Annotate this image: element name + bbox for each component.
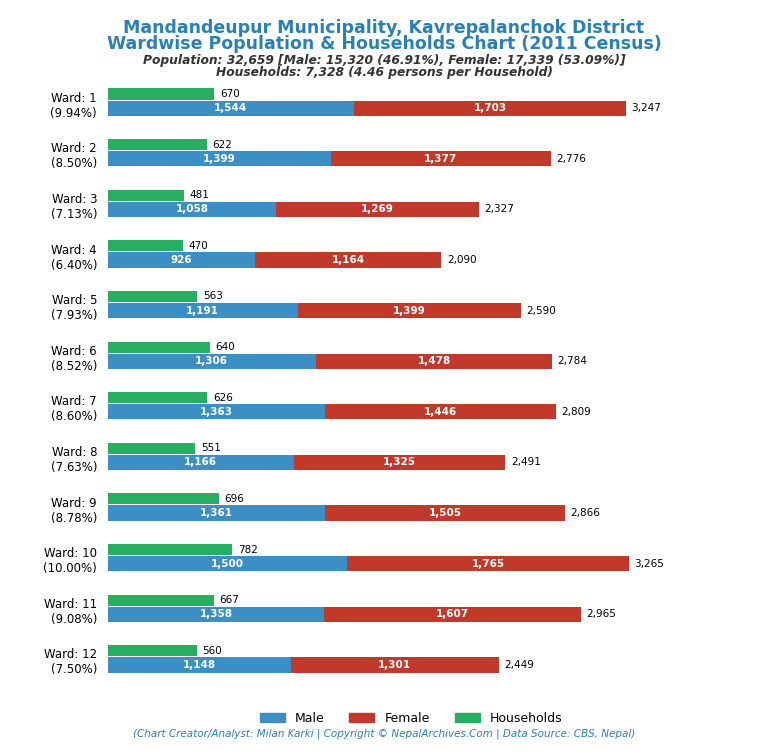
- Bar: [276, 202, 479, 217]
- Text: 1,166: 1,166: [184, 458, 217, 468]
- Text: 1,703: 1,703: [473, 103, 507, 113]
- Text: 1,500: 1,500: [210, 559, 243, 569]
- Bar: [316, 354, 552, 369]
- Bar: [108, 645, 197, 657]
- Bar: [347, 556, 629, 572]
- Text: 2,327: 2,327: [485, 204, 515, 215]
- Text: 1,505: 1,505: [429, 508, 462, 518]
- Text: 1,478: 1,478: [417, 356, 451, 366]
- Text: 1,363: 1,363: [200, 407, 233, 417]
- Text: 470: 470: [188, 241, 208, 251]
- Bar: [108, 493, 219, 505]
- Text: 1,765: 1,765: [472, 559, 505, 569]
- Text: 560: 560: [203, 646, 222, 656]
- Text: 2,491: 2,491: [511, 458, 541, 468]
- Text: 626: 626: [213, 393, 233, 403]
- Bar: [108, 202, 276, 217]
- Text: 551: 551: [201, 444, 221, 453]
- Bar: [331, 151, 551, 166]
- Text: Households: 7,328 (4.46 persons per Household): Households: 7,328 (4.46 persons per Hous…: [216, 66, 552, 78]
- Text: 481: 481: [190, 191, 210, 200]
- Bar: [293, 455, 505, 470]
- Text: Wardwise Population & Households Chart (2011 Census): Wardwise Population & Households Chart (…: [107, 35, 661, 53]
- Text: Mandandeupur Municipality, Kavrepalanchok District: Mandandeupur Municipality, Kavrepalancho…: [124, 19, 644, 37]
- Text: 1,446: 1,446: [424, 407, 457, 417]
- Bar: [298, 303, 521, 319]
- Text: 622: 622: [213, 139, 232, 150]
- Text: 1,148: 1,148: [183, 660, 216, 670]
- Bar: [354, 101, 626, 116]
- Bar: [325, 505, 565, 520]
- Bar: [256, 252, 441, 267]
- Text: 2,449: 2,449: [504, 660, 534, 670]
- Bar: [108, 544, 233, 555]
- Text: 2,809: 2,809: [561, 407, 591, 417]
- Bar: [108, 240, 183, 252]
- Bar: [108, 443, 196, 454]
- Text: 1,301: 1,301: [378, 660, 411, 670]
- Text: (Chart Creator/Analyst: Milan Karki | Copyright © NepalArchives.Com | Data Sourc: (Chart Creator/Analyst: Milan Karki | Co…: [133, 729, 635, 739]
- Bar: [291, 657, 498, 672]
- Text: 1,399: 1,399: [203, 154, 236, 164]
- Bar: [325, 404, 556, 419]
- Text: 640: 640: [215, 342, 235, 352]
- Text: 1,325: 1,325: [383, 458, 416, 468]
- Text: 1,358: 1,358: [200, 609, 233, 619]
- Bar: [108, 607, 324, 622]
- Bar: [108, 455, 293, 470]
- Bar: [108, 595, 214, 605]
- Text: 696: 696: [224, 494, 244, 504]
- Text: 926: 926: [170, 255, 192, 265]
- Text: 1,191: 1,191: [186, 306, 219, 316]
- Bar: [108, 354, 316, 369]
- Bar: [108, 303, 298, 319]
- Bar: [108, 139, 207, 150]
- Text: 670: 670: [220, 89, 240, 99]
- Text: 2,784: 2,784: [558, 356, 588, 366]
- Bar: [108, 190, 184, 201]
- Bar: [108, 392, 207, 404]
- Bar: [108, 101, 354, 116]
- Bar: [108, 88, 214, 99]
- Text: 1,544: 1,544: [214, 103, 247, 113]
- Text: 2,590: 2,590: [527, 306, 556, 316]
- Bar: [108, 342, 210, 352]
- Text: Population: 32,659 [Male: 15,320 (46.91%), Female: 17,339 (53.09%)]: Population: 32,659 [Male: 15,320 (46.91%…: [143, 54, 625, 67]
- Text: 3,265: 3,265: [634, 559, 664, 569]
- Text: 1,058: 1,058: [175, 204, 208, 215]
- Text: 2,090: 2,090: [447, 255, 476, 265]
- Text: 1,399: 1,399: [393, 306, 425, 316]
- Text: 2,776: 2,776: [556, 154, 586, 164]
- Bar: [108, 404, 325, 419]
- Text: 1,306: 1,306: [195, 356, 228, 366]
- Text: 3,247: 3,247: [631, 103, 661, 113]
- Bar: [108, 291, 197, 302]
- Bar: [324, 607, 581, 622]
- Text: 1,607: 1,607: [436, 609, 469, 619]
- Bar: [108, 556, 347, 572]
- Text: 2,866: 2,866: [571, 508, 601, 518]
- Legend: Male, Female, Households: Male, Female, Households: [254, 707, 568, 730]
- Text: 1,377: 1,377: [424, 154, 458, 164]
- Text: 1,361: 1,361: [200, 508, 233, 518]
- Text: 1,164: 1,164: [332, 255, 365, 265]
- Text: 2,965: 2,965: [587, 609, 617, 619]
- Bar: [108, 657, 291, 672]
- Bar: [108, 505, 325, 520]
- Bar: [108, 252, 256, 267]
- Text: 1,269: 1,269: [361, 204, 394, 215]
- Text: 782: 782: [238, 544, 258, 554]
- Bar: [108, 151, 331, 166]
- Text: 563: 563: [203, 291, 223, 301]
- Text: 667: 667: [220, 595, 240, 605]
